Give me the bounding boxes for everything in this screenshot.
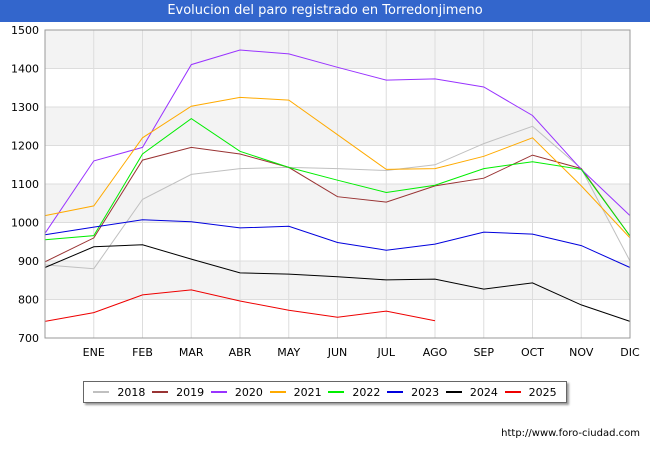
chart-title: Evolucion del paro registrado en Torredo… xyxy=(167,3,483,18)
series-line-2019 xyxy=(44,146,631,263)
x-tick-label: JUL xyxy=(377,346,396,359)
legend-swatch xyxy=(387,391,404,393)
x-tick-label: NOV xyxy=(569,346,594,359)
x-tick-label: MAY xyxy=(277,346,300,359)
source-url[interactable]: http://www.foro-ciudad.com xyxy=(501,428,640,439)
y-tick-label: 1100 xyxy=(11,178,39,191)
legend-item-2018: 2018 xyxy=(93,386,145,399)
y-tick-label: 1400 xyxy=(11,63,39,76)
legend-swatch xyxy=(445,391,462,393)
x-tick-label: FEB xyxy=(132,346,153,359)
y-tick-label: 1300 xyxy=(11,101,39,114)
x-tick-label: ENE xyxy=(83,346,105,359)
series-lines xyxy=(44,49,631,322)
x-tick-label: DIC xyxy=(620,346,640,359)
legend-label: 2018 xyxy=(117,385,146,399)
legend: 2018 2019 2020 2021 2022 2023 2024 2025 xyxy=(83,381,567,403)
y-tick-label: 1200 xyxy=(11,140,39,153)
y-tick-label: 900 xyxy=(18,255,39,268)
series-line-2022 xyxy=(44,117,631,241)
y-axis-ticks: 700 800 900 1000 1100 1200 1300 1400 1500 xyxy=(11,24,39,345)
legend-item-2022: 2022 xyxy=(328,386,380,399)
legend-label: 2020 xyxy=(234,385,263,399)
legend-label: 2019 xyxy=(176,385,205,399)
plot-frame xyxy=(44,29,631,339)
legend-swatch xyxy=(93,391,110,393)
x-tick-label: OCT xyxy=(521,346,544,359)
legend-item-2024: 2024 xyxy=(445,385,498,399)
legend-swatch xyxy=(328,391,345,393)
x-axis-ticks: ENE FEB MAR ABR MAY JUN JUL AGO SEP OCT NOV DIC xyxy=(83,346,640,359)
x-tick-label: AGO xyxy=(423,346,448,359)
x-tick-label: SEP xyxy=(473,346,494,359)
legend-item-2019: 2019 xyxy=(152,386,204,399)
y-tick-label: 1000 xyxy=(11,217,39,230)
legend-swatch xyxy=(210,391,227,393)
x-tick-label: MAR xyxy=(179,346,204,359)
series-line-2023 xyxy=(44,219,631,268)
legend-swatch xyxy=(269,391,286,393)
legend-item-2020: 2020 xyxy=(210,385,263,399)
legend-swatch xyxy=(152,391,169,393)
legend-label: 2023 xyxy=(411,385,440,399)
x-tick-label: ABR xyxy=(229,346,252,359)
y-tick-label: 800 xyxy=(18,294,39,307)
series-line-2018 xyxy=(44,125,631,270)
title-bar xyxy=(0,0,650,22)
series-line-2020 xyxy=(44,49,631,234)
legend-swatch xyxy=(504,391,521,393)
y-tick-label: 700 xyxy=(18,332,39,345)
legend-label: 2025 xyxy=(528,385,557,399)
legend-label: 2021 xyxy=(293,385,322,399)
y-tick-label: 1500 xyxy=(11,24,39,37)
series-line-2021 xyxy=(44,96,631,239)
legend-item-2023: 2023 xyxy=(387,386,439,399)
series-line-2024 xyxy=(44,244,631,322)
legend-label: 2024 xyxy=(469,385,498,399)
x-tick-label: JUN xyxy=(327,346,348,359)
legend-item-2025: 2025 xyxy=(504,385,557,399)
legend-item-2021: 2021 xyxy=(269,385,322,399)
legend-label: 2022 xyxy=(352,385,381,399)
series-line-2025 xyxy=(44,289,436,322)
